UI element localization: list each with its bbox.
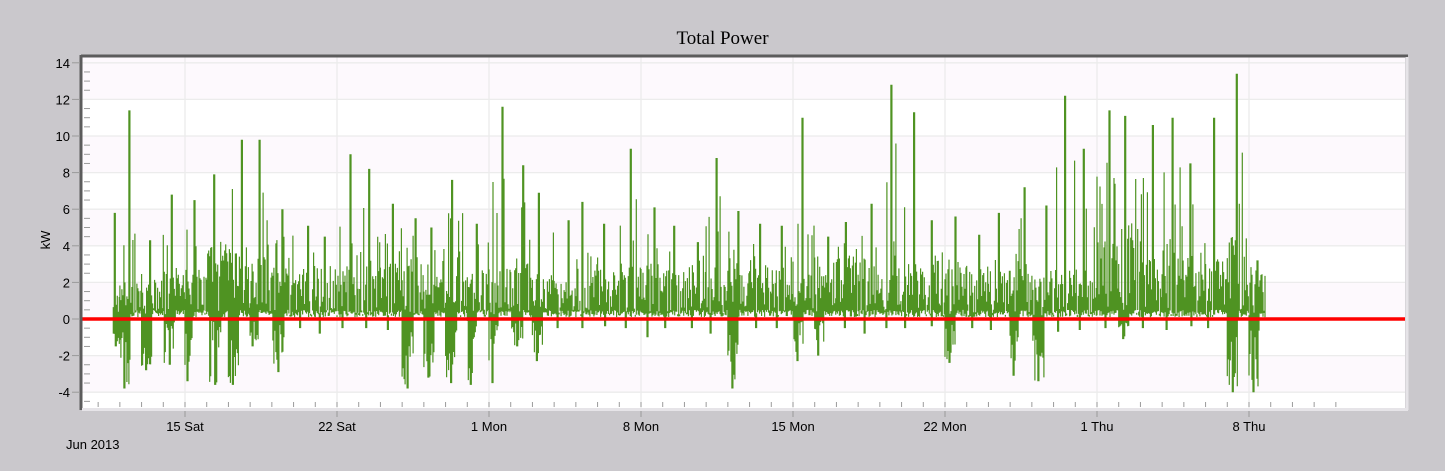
y-tick-label: 6 (63, 202, 70, 217)
x-tick-label: 1 Thu (1080, 419, 1113, 434)
y-axis-label: kW (38, 230, 53, 250)
x-tick-label: 15 Mon (771, 419, 814, 434)
y-tick-label: 14 (56, 56, 70, 71)
x-axis: 15 Sat 22 Sat 1 Mon 8 Mon 15 Mon 22 Mon 1 Thu 8… (97, 402, 1337, 434)
y-tick-label: 2 (63, 275, 70, 290)
plot-frame (79, 54, 1409, 411)
y-tick-label: 0 (63, 312, 70, 327)
chart-title: Total Power (676, 28, 769, 49)
x-tick-label: 22 Sat (318, 419, 356, 434)
x-tick-label: 8 Mon (623, 419, 659, 434)
x-tick-label: 22 Mon (923, 419, 966, 434)
y-tick-label: 8 (63, 166, 70, 181)
x-tick-label: 1 Mon (471, 419, 507, 434)
x-tick-label: 8 Thu (1232, 419, 1265, 434)
y-tick-label: -2 (58, 349, 70, 364)
x-axis-month-label: Jun 2013 (66, 437, 120, 452)
x-tick-label: 15 Sat (166, 419, 204, 434)
y-tick-label: 12 (56, 92, 70, 107)
y-tick-label: -4 (58, 385, 70, 400)
y-tick-label: 4 (63, 239, 70, 254)
y-tick-label: 10 (56, 129, 70, 144)
y-axis: -4 -2 0 2 4 6 8 10 12 14 (56, 56, 90, 402)
